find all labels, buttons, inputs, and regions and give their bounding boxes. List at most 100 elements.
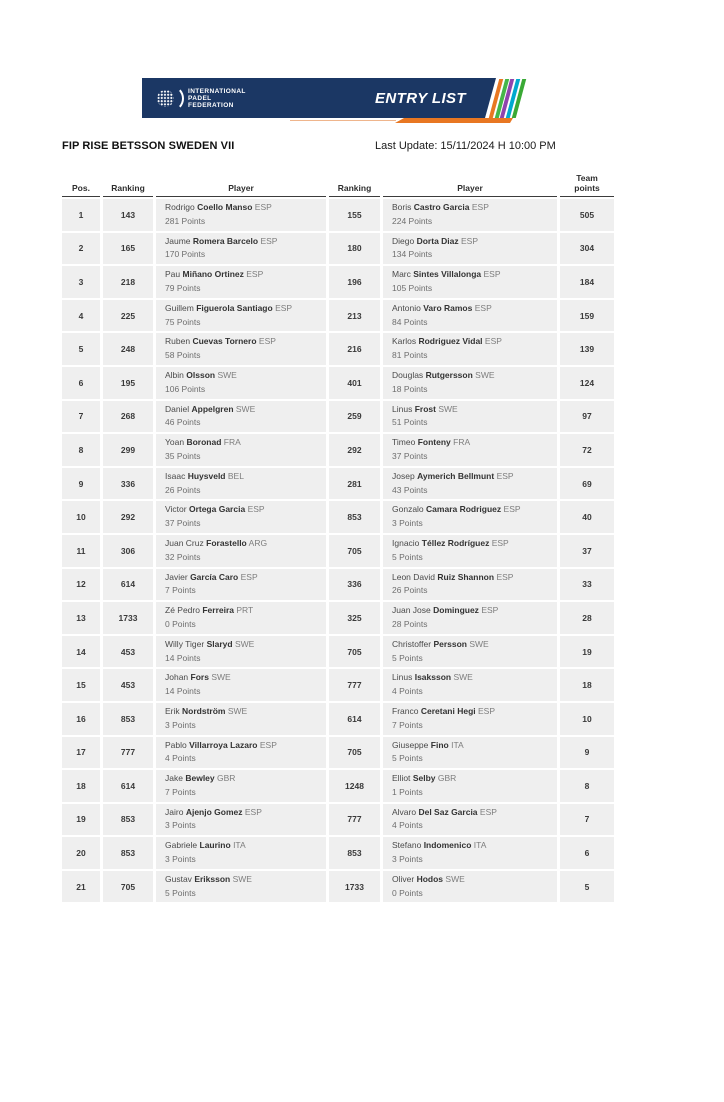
player-first-name: Zé Pedro [165, 605, 200, 616]
player-last-name: Fonteny [417, 437, 451, 448]
table-row: 7 268 Daniel Appelgren SWE 46 Points 259… [62, 400, 614, 433]
player-cell-1: Jairo Ajenjo Gomez ESP 3 Points [156, 803, 326, 836]
player-last-name: Sintes Villalonga [413, 269, 482, 280]
ranking-cell-2: 196 [329, 266, 380, 298]
ranking-cell-2: 777 [329, 803, 380, 836]
ranking-cell-2: 213 [329, 299, 380, 332]
player-first-name: Gonzalo [392, 504, 424, 515]
player-name: Jake Bewley GBR [165, 772, 322, 786]
team-points-cell: 97 [560, 400, 614, 433]
player-points: 3 Points [392, 518, 423, 529]
player-last-name: Del Saz Garcia [418, 806, 478, 817]
player-country: ESP [247, 504, 265, 515]
player-country: ESP [496, 571, 514, 582]
player-points: 224 Points [392, 215, 433, 226]
pos-cell: 2 [62, 232, 100, 265]
player-cell-2: Franco Ceretani Hegi ESP 7 Points [383, 702, 557, 735]
player-points: 3 Points [165, 719, 196, 730]
player-cell-2: Christoffer Persson SWE 5 Points [383, 635, 557, 668]
player-name: Timeo Fonteny FRA [392, 436, 553, 450]
player-last-name: Hodos [416, 873, 444, 884]
player-points: 5 Points [392, 652, 423, 663]
player-country: ITA [233, 840, 246, 851]
table-row: 17 777 Pablo Villarroya Lazaro ESP 4 Poi… [62, 736, 614, 769]
player-name: Guillem Figuerola Santiago ESP [165, 302, 322, 316]
table-row: 10 292 Victor Ortega Garcia ESP 37 Point… [62, 501, 614, 533]
pos-cell: 15 [62, 669, 100, 701]
player-cell-1: Rodrigo Coello Manso ESP 281 Points [156, 199, 326, 231]
ipf-logo-line: INTERNATIONAL [188, 87, 246, 95]
player-country: SWE [453, 672, 473, 683]
player-name: Zé Pedro Ferreira PRT [165, 604, 322, 618]
player-country: ESP [484, 336, 502, 347]
table-row: 12 614 Javier García Caro ESP 7 Points 3… [62, 568, 614, 601]
pos-cell: 14 [62, 635, 100, 668]
player-last-name: Romera Barcelo [192, 235, 259, 246]
player-name: Ruben Cuevas Tornero ESP [165, 335, 322, 349]
player-points: 81 Points [392, 350, 428, 361]
player-name: Rodrigo Coello Manso ESP [165, 201, 322, 215]
player-last-name: Bewley [185, 773, 215, 784]
player-name: Erik Nordström SWE [165, 705, 322, 719]
player-points: 84 Points [392, 316, 428, 327]
player-cell-1: Ruben Cuevas Tornero ESP 58 Points [156, 333, 326, 365]
player-points: 58 Points [165, 350, 201, 361]
player-name: Ignacio Téllez Rodríguez ESP [392, 537, 553, 551]
pos-cell: 16 [62, 702, 100, 735]
player-last-name: Huysveld [187, 470, 226, 481]
ranking-cell-2: 705 [329, 635, 380, 668]
pos-cell: 17 [62, 736, 100, 769]
header-ranking-2: Ranking [329, 171, 380, 197]
pos-cell: 11 [62, 534, 100, 567]
pos-cell: 12 [62, 568, 100, 601]
player-points: 46 Points [165, 417, 201, 428]
ranking-cell-2: 614 [329, 702, 380, 735]
ranking-cell-1: 853 [103, 803, 153, 836]
ranking-cell-2: 281 [329, 467, 380, 500]
ranking-cell-2: 777 [329, 669, 380, 701]
ranking-cell-2: 155 [329, 199, 380, 231]
player-points: 105 Points [392, 282, 433, 293]
page-title: FIP RISE BETSSON SWEDEN VII [62, 140, 235, 152]
player-name: Josep Aymerich Bellmunt ESP [392, 470, 553, 484]
player-last-name: Ortega Garcia [188, 504, 246, 515]
player-cell-1: Willy Tiger Slaryd SWE 14 Points [156, 635, 326, 668]
player-points: 281 Points [165, 215, 206, 226]
player-last-name: Rutgersson [425, 369, 473, 380]
player-points: 3 Points [392, 854, 423, 865]
player-points: 35 Points [165, 450, 201, 461]
player-cell-1: Gabriele Laurino ITA 3 Points [156, 837, 326, 869]
player-first-name: Alvaro [392, 806, 417, 817]
player-name: Stefano Indomenico ITA [392, 839, 553, 853]
player-country: ESP [478, 705, 496, 716]
player-name: Christoffer Persson SWE [392, 638, 553, 652]
player-name: Gonzalo Camara Rodriguez ESP [392, 503, 553, 517]
player-cell-1: Zé Pedro Ferreira PRT 0 Points [156, 602, 326, 634]
team-points-cell: 33 [560, 568, 614, 601]
header-player-2: Player [383, 171, 557, 197]
ranking-cell-1: 614 [103, 770, 153, 802]
player-points: 7 Points [165, 786, 196, 797]
player-name: Daniel Appelgren SWE [165, 403, 322, 417]
player-cell-2: Josep Aymerich Bellmunt ESP 43 Points [383, 467, 557, 500]
pos-cell: 7 [62, 400, 100, 433]
player-points: 75 Points [165, 316, 201, 327]
team-points-cell: 304 [560, 232, 614, 265]
player-country: FRA [223, 437, 241, 448]
player-first-name: Rodrigo [165, 202, 195, 212]
player-first-name: Douglas [392, 369, 424, 380]
player-points: 1 Points [392, 786, 423, 797]
player-last-name: Varo Ramos [423, 302, 473, 313]
team-points-cell: 505 [560, 199, 614, 231]
team-points-cell: 69 [560, 467, 614, 500]
player-country: ESP [240, 571, 258, 582]
team-points-cell: 124 [560, 366, 614, 399]
player-cell-2: Douglas Rutgersson SWE 18 Points [383, 366, 557, 399]
player-name: Pau Miñano Ortinez ESP [165, 268, 322, 282]
table-row: 21 705 Gustav Eriksson SWE 5 Points 1733… [62, 870, 614, 903]
header-pos: Pos. [62, 171, 100, 197]
table-row: 1 143 Rodrigo Coello Manso ESP 281 Point… [62, 199, 614, 231]
player-cell-2: Boris Castro Garcia ESP 224 Points [383, 199, 557, 231]
table-row: 9 336 Isaac Huysveld BEL 26 Points 281 J… [62, 467, 614, 500]
player-last-name: Miñano Ortinez [182, 269, 244, 280]
